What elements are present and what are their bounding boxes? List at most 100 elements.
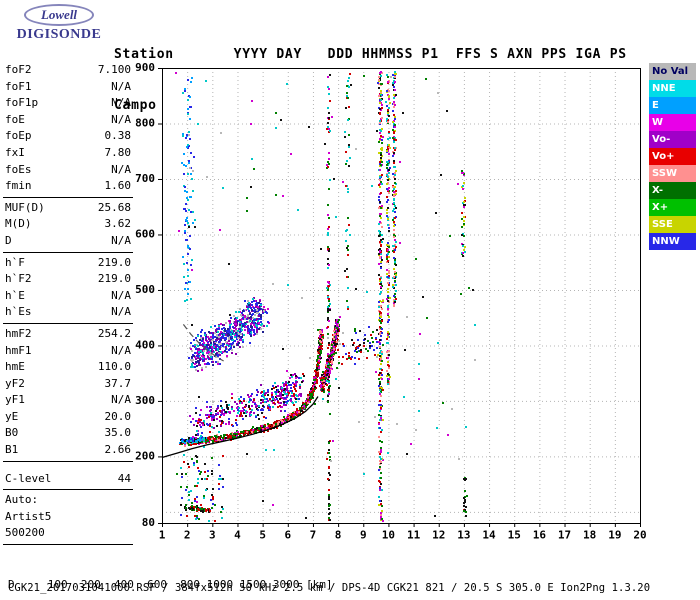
parameter-group: h`F 219.0 h`F2 219.0 h`E N/A h`Es N/A bbox=[3, 253, 133, 324]
param-label: h`Es bbox=[5, 305, 32, 319]
param-label: M(D) bbox=[5, 217, 32, 231]
footer-file-info: CGK21_2017031041000.RSF / 384fx512h 50 k… bbox=[8, 582, 651, 594]
param-row-h-e: h`E N/A bbox=[3, 288, 133, 305]
legend-item-vo-: Vo- bbox=[649, 131, 696, 148]
param-label: fxI bbox=[5, 145, 25, 159]
param-value: 25.68 bbox=[97, 200, 131, 214]
param-label: h`E bbox=[5, 288, 25, 302]
param-row-h-f: h`F 219.0 bbox=[3, 255, 133, 272]
scaled-parameters-panel: foF2 7.100 foF1 N/A foF1p N/A foE N/A foEp 0.38 fx… bbox=[3, 60, 133, 546]
param-value: 7.100 bbox=[97, 63, 131, 76]
lowell-digisonde-logo: Lowell DIGISONDE bbox=[6, 4, 112, 52]
param-row-yf2: yF2 37.7 bbox=[3, 376, 133, 393]
param-value: N/A bbox=[111, 96, 131, 110]
parameter-group: hmF2 254.2 hmF1 N/A hmE 110.0 yF2 37.7 yF1 N/A yE 2… bbox=[3, 324, 133, 462]
param-value: 1.60 bbox=[104, 179, 132, 193]
param-row-foes: foEs N/A bbox=[3, 162, 133, 179]
param-row-foep: foEp 0.38 bbox=[3, 128, 133, 145]
param-label: yE bbox=[5, 409, 19, 423]
param-label: h`F bbox=[5, 255, 25, 269]
d-distance-row: D 100 200 400 600 800 1000 1500 3000 [km… bbox=[8, 578, 333, 591]
param-label: yF2 bbox=[5, 376, 25, 390]
param-row-fof2: foF2 7.100 bbox=[3, 62, 133, 79]
param-label: B1 bbox=[5, 443, 19, 457]
parameter-group: MUF(D) 25.68 M(D) 3.62 D N/A bbox=[3, 198, 133, 253]
param-row-fof1p: foF1p N/A bbox=[3, 95, 133, 112]
logo-digisonde-text: DIGISONDE bbox=[16, 27, 102, 42]
param-row-h-f2: h`F2 219.0 bbox=[3, 271, 133, 288]
param-value: 7.80 bbox=[104, 145, 132, 159]
param-label: foF1 bbox=[5, 79, 32, 93]
param-label: MUF(D) bbox=[5, 200, 45, 214]
legend-item-nnw: NNW bbox=[649, 233, 696, 250]
param-value: 219.0 bbox=[97, 255, 131, 269]
param-label: C-level bbox=[5, 471, 52, 485]
param-label: yF1 bbox=[5, 393, 25, 407]
parameter-group: Auto: Artist5 500200 bbox=[3, 490, 133, 546]
param-label: hmE bbox=[5, 360, 25, 374]
param-row-hmf1: hmF1 N/A bbox=[3, 343, 133, 360]
legend-item-x+: X+ bbox=[649, 199, 696, 216]
param-row-muf-d-: MUF(D) 25.68 bbox=[3, 200, 133, 217]
param-row-m-d-: M(D) 3.62 bbox=[3, 216, 133, 233]
param-value: 3.62 bbox=[104, 217, 132, 231]
param-value: 219.0 bbox=[97, 272, 131, 286]
param-row-foe: foE N/A bbox=[3, 112, 133, 129]
echo-status-color-legend: No Val NNE E W Vo- Vo+ SSW X- X+ SSE NNW bbox=[649, 63, 696, 250]
param-value: N/A bbox=[111, 288, 131, 302]
lowell-logo-oval: Lowell bbox=[23, 4, 95, 26]
legend-item-sse: SSE bbox=[649, 216, 696, 233]
ionogram-plot bbox=[132, 56, 652, 544]
parameter-groups: foF2 7.100 foF1 N/A foF1p N/A foE N/A foEp 0.38 fx… bbox=[3, 60, 133, 546]
param-label: B0 bbox=[5, 426, 19, 440]
param-value: N/A bbox=[111, 112, 131, 126]
param-value: 0.38 bbox=[104, 129, 132, 143]
param-value: N/A bbox=[111, 162, 131, 176]
param-label: foF1p bbox=[5, 96, 39, 110]
param-row-fof1: foF1 N/A bbox=[3, 79, 133, 96]
param-label: D bbox=[5, 233, 12, 247]
param-text-auto-: Auto: bbox=[5, 493, 39, 507]
legend-item-vo+: Vo+ bbox=[649, 148, 696, 165]
param-row-h-es: h`Es N/A bbox=[3, 304, 133, 321]
param-row-c-level: C-level 44 bbox=[3, 471, 133, 488]
legend-item-e: E bbox=[649, 97, 696, 114]
param-label: foF2 bbox=[5, 63, 32, 76]
param-value: N/A bbox=[111, 343, 131, 357]
parameter-group: foF2 7.100 foF1 N/A foF1p N/A foE N/A foEp 0.38 fx… bbox=[3, 60, 133, 198]
param-value: 44 bbox=[117, 471, 131, 485]
param-row-yf1: yF1 N/A bbox=[3, 392, 133, 409]
param-value: N/A bbox=[111, 305, 131, 319]
param-row-d: D N/A bbox=[3, 233, 133, 250]
param-text-500200: 500200 bbox=[5, 526, 45, 540]
param-label: foEs bbox=[5, 162, 32, 176]
param-value: N/A bbox=[111, 233, 131, 247]
param-label: fmin bbox=[5, 179, 32, 193]
parameter-group: C-level 44 bbox=[3, 462, 133, 491]
param-label: hmF1 bbox=[5, 343, 32, 357]
legend-item-no-val: No Val bbox=[649, 63, 696, 80]
param-value: 37.7 bbox=[104, 376, 132, 390]
param-value: 20.0 bbox=[104, 409, 132, 423]
legend-item-w: W bbox=[649, 114, 696, 131]
param-label: h`F2 bbox=[5, 272, 32, 286]
legend-item-x-: X- bbox=[649, 182, 696, 199]
param-row-hme: hmE 110.0 bbox=[3, 359, 133, 376]
param-label: foE bbox=[5, 112, 25, 126]
param-row-b0: B0 35.0 bbox=[3, 425, 133, 442]
param-row-hmf2: hmF2 254.2 bbox=[3, 326, 133, 343]
param-label: foEp bbox=[5, 129, 32, 143]
param-row-b1: B1 2.66 bbox=[3, 442, 133, 459]
ionogram-plot-area bbox=[132, 56, 652, 544]
param-value: N/A bbox=[111, 393, 131, 407]
param-label: hmF2 bbox=[5, 326, 32, 340]
param-row-fmin: fmin 1.60 bbox=[3, 178, 133, 195]
dmuf-table: D 100 200 400 600 800 1000 1500 3000 [km… bbox=[8, 549, 339, 600]
param-row-fxi: fxI 7.80 bbox=[3, 145, 133, 162]
legend-item-nne: NNE bbox=[649, 80, 696, 97]
param-value: N/A bbox=[111, 79, 131, 93]
param-value: 254.2 bbox=[97, 326, 131, 340]
param-text-artist5: Artist5 bbox=[5, 509, 52, 523]
legend-item-ssw: SSW bbox=[649, 165, 696, 182]
